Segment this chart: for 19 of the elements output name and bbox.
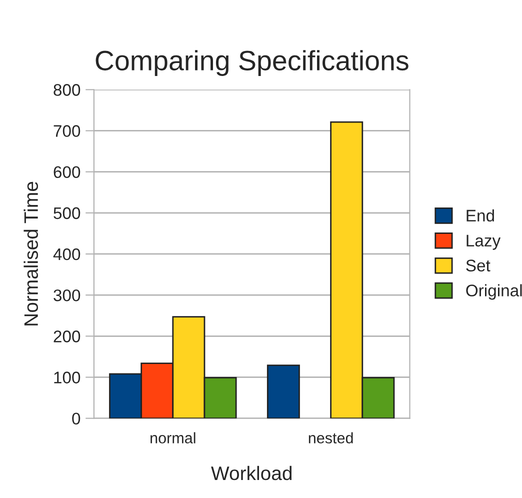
y-tick-label: 500 bbox=[54, 207, 80, 220]
x-tick-label: nested bbox=[308, 432, 353, 444]
y-tick-label: 800 bbox=[54, 84, 80, 96]
y-tick-label: 300 bbox=[54, 289, 80, 302]
y-tick-label: 0 bbox=[72, 412, 80, 425]
y-tick-label: 100 bbox=[54, 372, 80, 384]
y-axis-title: Normalised Time bbox=[24, 182, 38, 326]
legend-label: Original bbox=[466, 284, 522, 300]
x-tick-label: normal bbox=[150, 432, 196, 444]
y-tick-label: 200 bbox=[54, 330, 80, 342]
legend-label: End bbox=[466, 209, 494, 222]
y-tick-label: 400 bbox=[53, 248, 80, 260]
x-axis-title: Workload bbox=[211, 466, 292, 480]
legend-label: Lazy bbox=[466, 234, 501, 250]
chart-title: Comparing Specifications bbox=[96, 50, 408, 76]
y-tick-label: 600 bbox=[54, 166, 80, 178]
y-tick-label: 700 bbox=[54, 125, 80, 137]
bar bbox=[266, 364, 300, 418]
legend-label: Set bbox=[466, 260, 490, 272]
